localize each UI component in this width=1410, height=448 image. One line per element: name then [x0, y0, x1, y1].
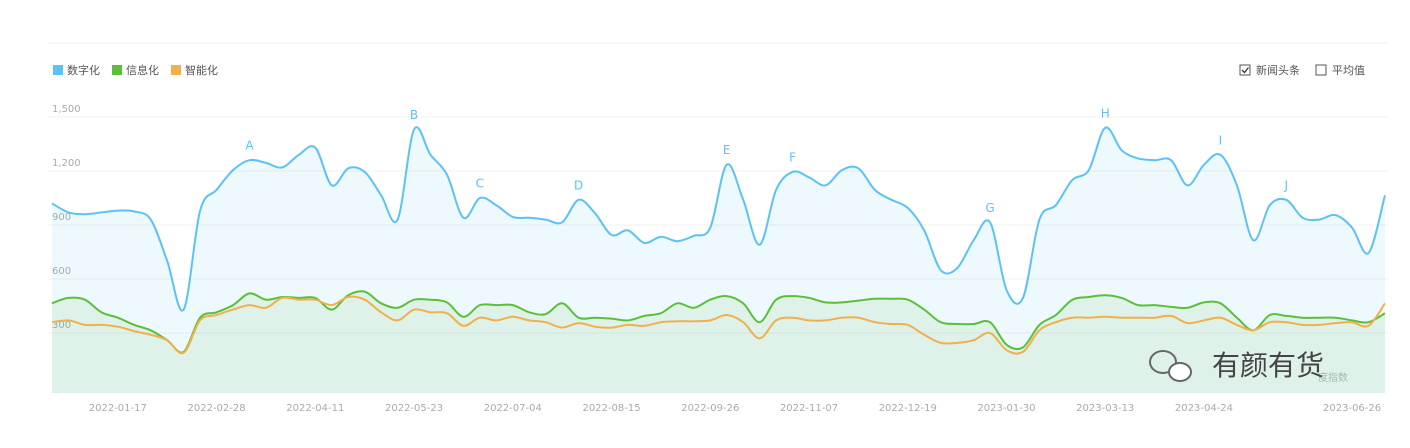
- x-tick-label: 2022-11-07: [780, 403, 838, 414]
- annotation: I: [1219, 133, 1223, 147]
- watermark-icon: [1149, 350, 1192, 382]
- series-line: [51, 295, 1386, 355]
- checkbox[interactable]: [1315, 64, 1327, 76]
- legend-swatch: [112, 65, 122, 75]
- x-tick-label: 2022-09-26: [681, 403, 739, 414]
- y-tick-label: 1,500: [52, 104, 81, 115]
- x-tick-label: 2022-04-11: [286, 403, 344, 414]
- y-tick-label: 300: [52, 320, 71, 331]
- annotation: D: [574, 178, 583, 192]
- icon-bubble: [1168, 362, 1192, 382]
- toggle-label[interactable]: 新闻头条: [1256, 63, 1300, 77]
- legend-label: 数字化: [67, 63, 100, 77]
- series-line: [51, 290, 1386, 354]
- series-line: [51, 126, 1386, 312]
- annotation: G: [985, 201, 994, 215]
- x-tick-label: 2022-01-17: [89, 403, 147, 414]
- annotation: H: [1101, 106, 1110, 120]
- legend-swatch: [171, 65, 181, 75]
- annotation: A: [245, 139, 254, 153]
- x-tick-label: 2023-01-30: [977, 403, 1035, 414]
- icon-bubble: [1149, 350, 1177, 374]
- annotation: B: [410, 108, 418, 122]
- y-tick-label: 1,200: [52, 158, 81, 169]
- watermark: 有颜有货: [1212, 349, 1324, 382]
- legend-label: 信息化: [126, 63, 159, 77]
- x-tick-label: 2022-02-28: [188, 403, 246, 414]
- area: [52, 291, 1385, 393]
- area: [52, 127, 1385, 393]
- x-tick-label: 2023-04-24: [1175, 403, 1233, 414]
- legend-swatch: [53, 65, 63, 75]
- annotation: F: [789, 150, 796, 164]
- y-tick-label: 900: [52, 212, 71, 223]
- y-tick-label: 600: [52, 266, 71, 277]
- x-tick-label: 2023-03-13: [1076, 403, 1134, 414]
- x-tick-label: 2022-07-04: [484, 403, 542, 414]
- annotation: C: [476, 177, 484, 191]
- x-tick-label: 2023-06-26: [1323, 403, 1381, 414]
- x-tick-label: 2022-05-23: [385, 403, 443, 414]
- watermark-behind: 度指数: [1318, 371, 1348, 384]
- checkbox[interactable]: [1239, 64, 1251, 76]
- x-tick-label: 2022-12-19: [879, 403, 937, 414]
- check-mark: [1241, 67, 1250, 74]
- annotation: E: [723, 143, 731, 157]
- legend-label: 智能化: [185, 63, 218, 77]
- toggle-label[interactable]: 平均值: [1332, 64, 1365, 77]
- x-tick-label: 2022-08-15: [582, 403, 640, 414]
- annotation: J: [1283, 178, 1288, 192]
